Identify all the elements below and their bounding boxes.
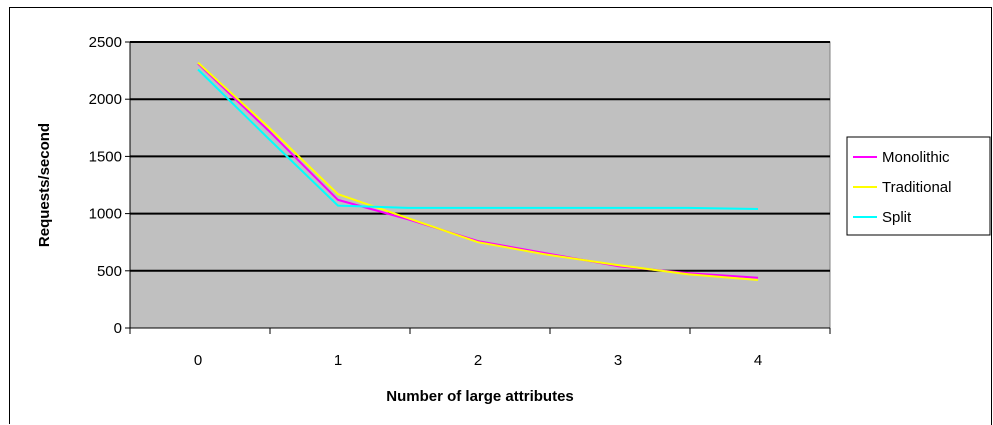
y-tick-label: 1500	[89, 148, 122, 165]
x-tick-label: 4	[754, 352, 762, 369]
chart-frame	[9, 7, 992, 424]
series-line-traditional	[197, 61, 759, 281]
y-tick-label: 0	[114, 320, 122, 337]
x-tick-label: 0	[194, 352, 202, 369]
y-tick-label: 2500	[89, 34, 122, 51]
legend-label-split: Split	[882, 209, 912, 226]
y-axis-title: Requests/second	[36, 123, 53, 247]
legend-label-traditional: Traditional	[882, 179, 951, 196]
axes: 0 500 1000 1500 2000 2500 0 1 2 3 4	[89, 34, 831, 369]
y-tick-label: 1000	[89, 206, 122, 223]
chart-frame-edge	[991, 7, 992, 425]
x-tick-label: 1	[334, 352, 342, 369]
plot-area	[129, 41, 831, 329]
gridlines	[130, 41, 830, 272]
legend-label-monolithic: Monolithic	[882, 149, 950, 166]
plot-background	[129, 41, 831, 329]
x-tick-label: 2	[474, 352, 482, 369]
x-axis-title: Number of large attributes	[386, 388, 574, 405]
x-tick-label: 3	[614, 352, 622, 369]
series-line-split	[197, 68, 759, 210]
y-tick-label: 2000	[89, 91, 122, 108]
series-lines	[197, 61, 759, 281]
legend: Monolithic Traditional Split	[846, 136, 991, 236]
y-tick-label: 500	[97, 263, 122, 280]
